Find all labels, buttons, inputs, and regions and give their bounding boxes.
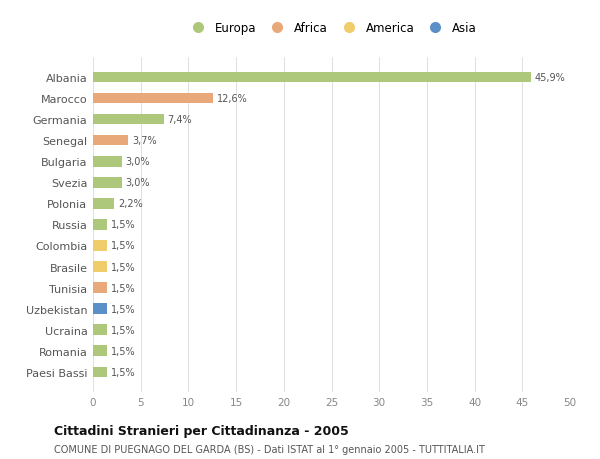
Bar bbox=[93, 115, 164, 125]
Text: COMUNE DI PUEGNAGO DEL GARDA (BS) - Dati ISTAT al 1° gennaio 2005 - TUTTITALIA.I: COMUNE DI PUEGNAGO DEL GARDA (BS) - Dati… bbox=[54, 444, 485, 454]
Bar bbox=[93, 135, 128, 146]
Text: 2,2%: 2,2% bbox=[118, 199, 143, 209]
Text: 3,0%: 3,0% bbox=[125, 178, 150, 188]
Legend: Europa, Africa, America, Asia: Europa, Africa, America, Asia bbox=[184, 20, 479, 37]
Bar bbox=[93, 304, 107, 314]
Text: 1,5%: 1,5% bbox=[111, 283, 136, 293]
Text: 45,9%: 45,9% bbox=[535, 73, 565, 83]
Bar bbox=[93, 94, 213, 104]
Text: 1,5%: 1,5% bbox=[111, 346, 136, 356]
Bar bbox=[93, 73, 531, 83]
Bar bbox=[93, 367, 107, 377]
Text: 1,5%: 1,5% bbox=[111, 220, 136, 230]
Text: 12,6%: 12,6% bbox=[217, 94, 248, 104]
Text: 1,5%: 1,5% bbox=[111, 325, 136, 335]
Bar bbox=[93, 346, 107, 356]
Bar bbox=[93, 241, 107, 251]
Bar bbox=[93, 220, 107, 230]
Bar bbox=[93, 199, 114, 209]
Text: Cittadini Stranieri per Cittadinanza - 2005: Cittadini Stranieri per Cittadinanza - 2… bbox=[54, 425, 349, 437]
Bar bbox=[93, 283, 107, 293]
Text: 1,5%: 1,5% bbox=[111, 241, 136, 251]
Bar bbox=[93, 157, 122, 167]
Text: 3,0%: 3,0% bbox=[125, 157, 150, 167]
Bar bbox=[93, 325, 107, 335]
Text: 7,4%: 7,4% bbox=[167, 115, 192, 125]
Text: 1,5%: 1,5% bbox=[111, 304, 136, 314]
Bar bbox=[93, 178, 122, 188]
Text: 3,7%: 3,7% bbox=[132, 136, 157, 146]
Bar bbox=[93, 262, 107, 272]
Text: 1,5%: 1,5% bbox=[111, 262, 136, 272]
Text: 1,5%: 1,5% bbox=[111, 367, 136, 377]
